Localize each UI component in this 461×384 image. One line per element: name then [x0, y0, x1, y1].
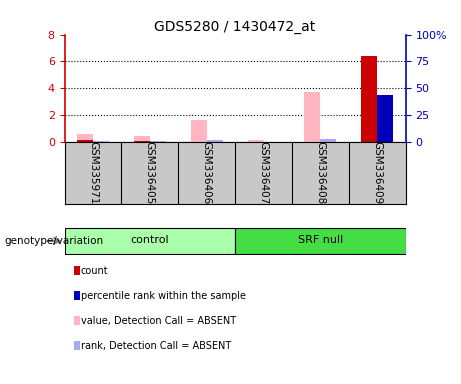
Text: rank, Detection Call = ABSENT: rank, Detection Call = ABSENT [81, 341, 231, 351]
Bar [377, 94, 393, 142]
Bar [150, 141, 166, 142]
FancyBboxPatch shape [235, 228, 406, 254]
Bar [304, 91, 320, 142]
Text: genotype/variation: genotype/variation [5, 236, 104, 246]
Text: percentile rank within the sample: percentile rank within the sample [81, 291, 246, 301]
Bar [361, 56, 377, 142]
Text: GSM336409: GSM336409 [372, 141, 382, 205]
Bar [320, 139, 337, 142]
Bar [248, 140, 264, 142]
Text: GSM336406: GSM336406 [201, 141, 212, 205]
Bar [207, 140, 223, 142]
Text: GSM336408: GSM336408 [315, 141, 325, 205]
Text: count: count [81, 266, 108, 276]
Text: GSM336407: GSM336407 [259, 141, 269, 205]
Text: value, Detection Call = ABSENT: value, Detection Call = ABSENT [81, 316, 236, 326]
Bar [191, 121, 207, 142]
Bar [77, 134, 93, 142]
Title: GDS5280 / 1430472_at: GDS5280 / 1430472_at [154, 20, 316, 33]
Text: GSM336405: GSM336405 [145, 141, 155, 205]
Bar [77, 140, 93, 142]
Text: SRF null: SRF null [298, 235, 343, 245]
Text: control: control [130, 235, 169, 245]
FancyBboxPatch shape [65, 228, 235, 254]
Bar [134, 136, 150, 142]
Text: GSM335971: GSM335971 [88, 141, 98, 205]
Bar [134, 141, 150, 142]
Bar [93, 141, 109, 142]
